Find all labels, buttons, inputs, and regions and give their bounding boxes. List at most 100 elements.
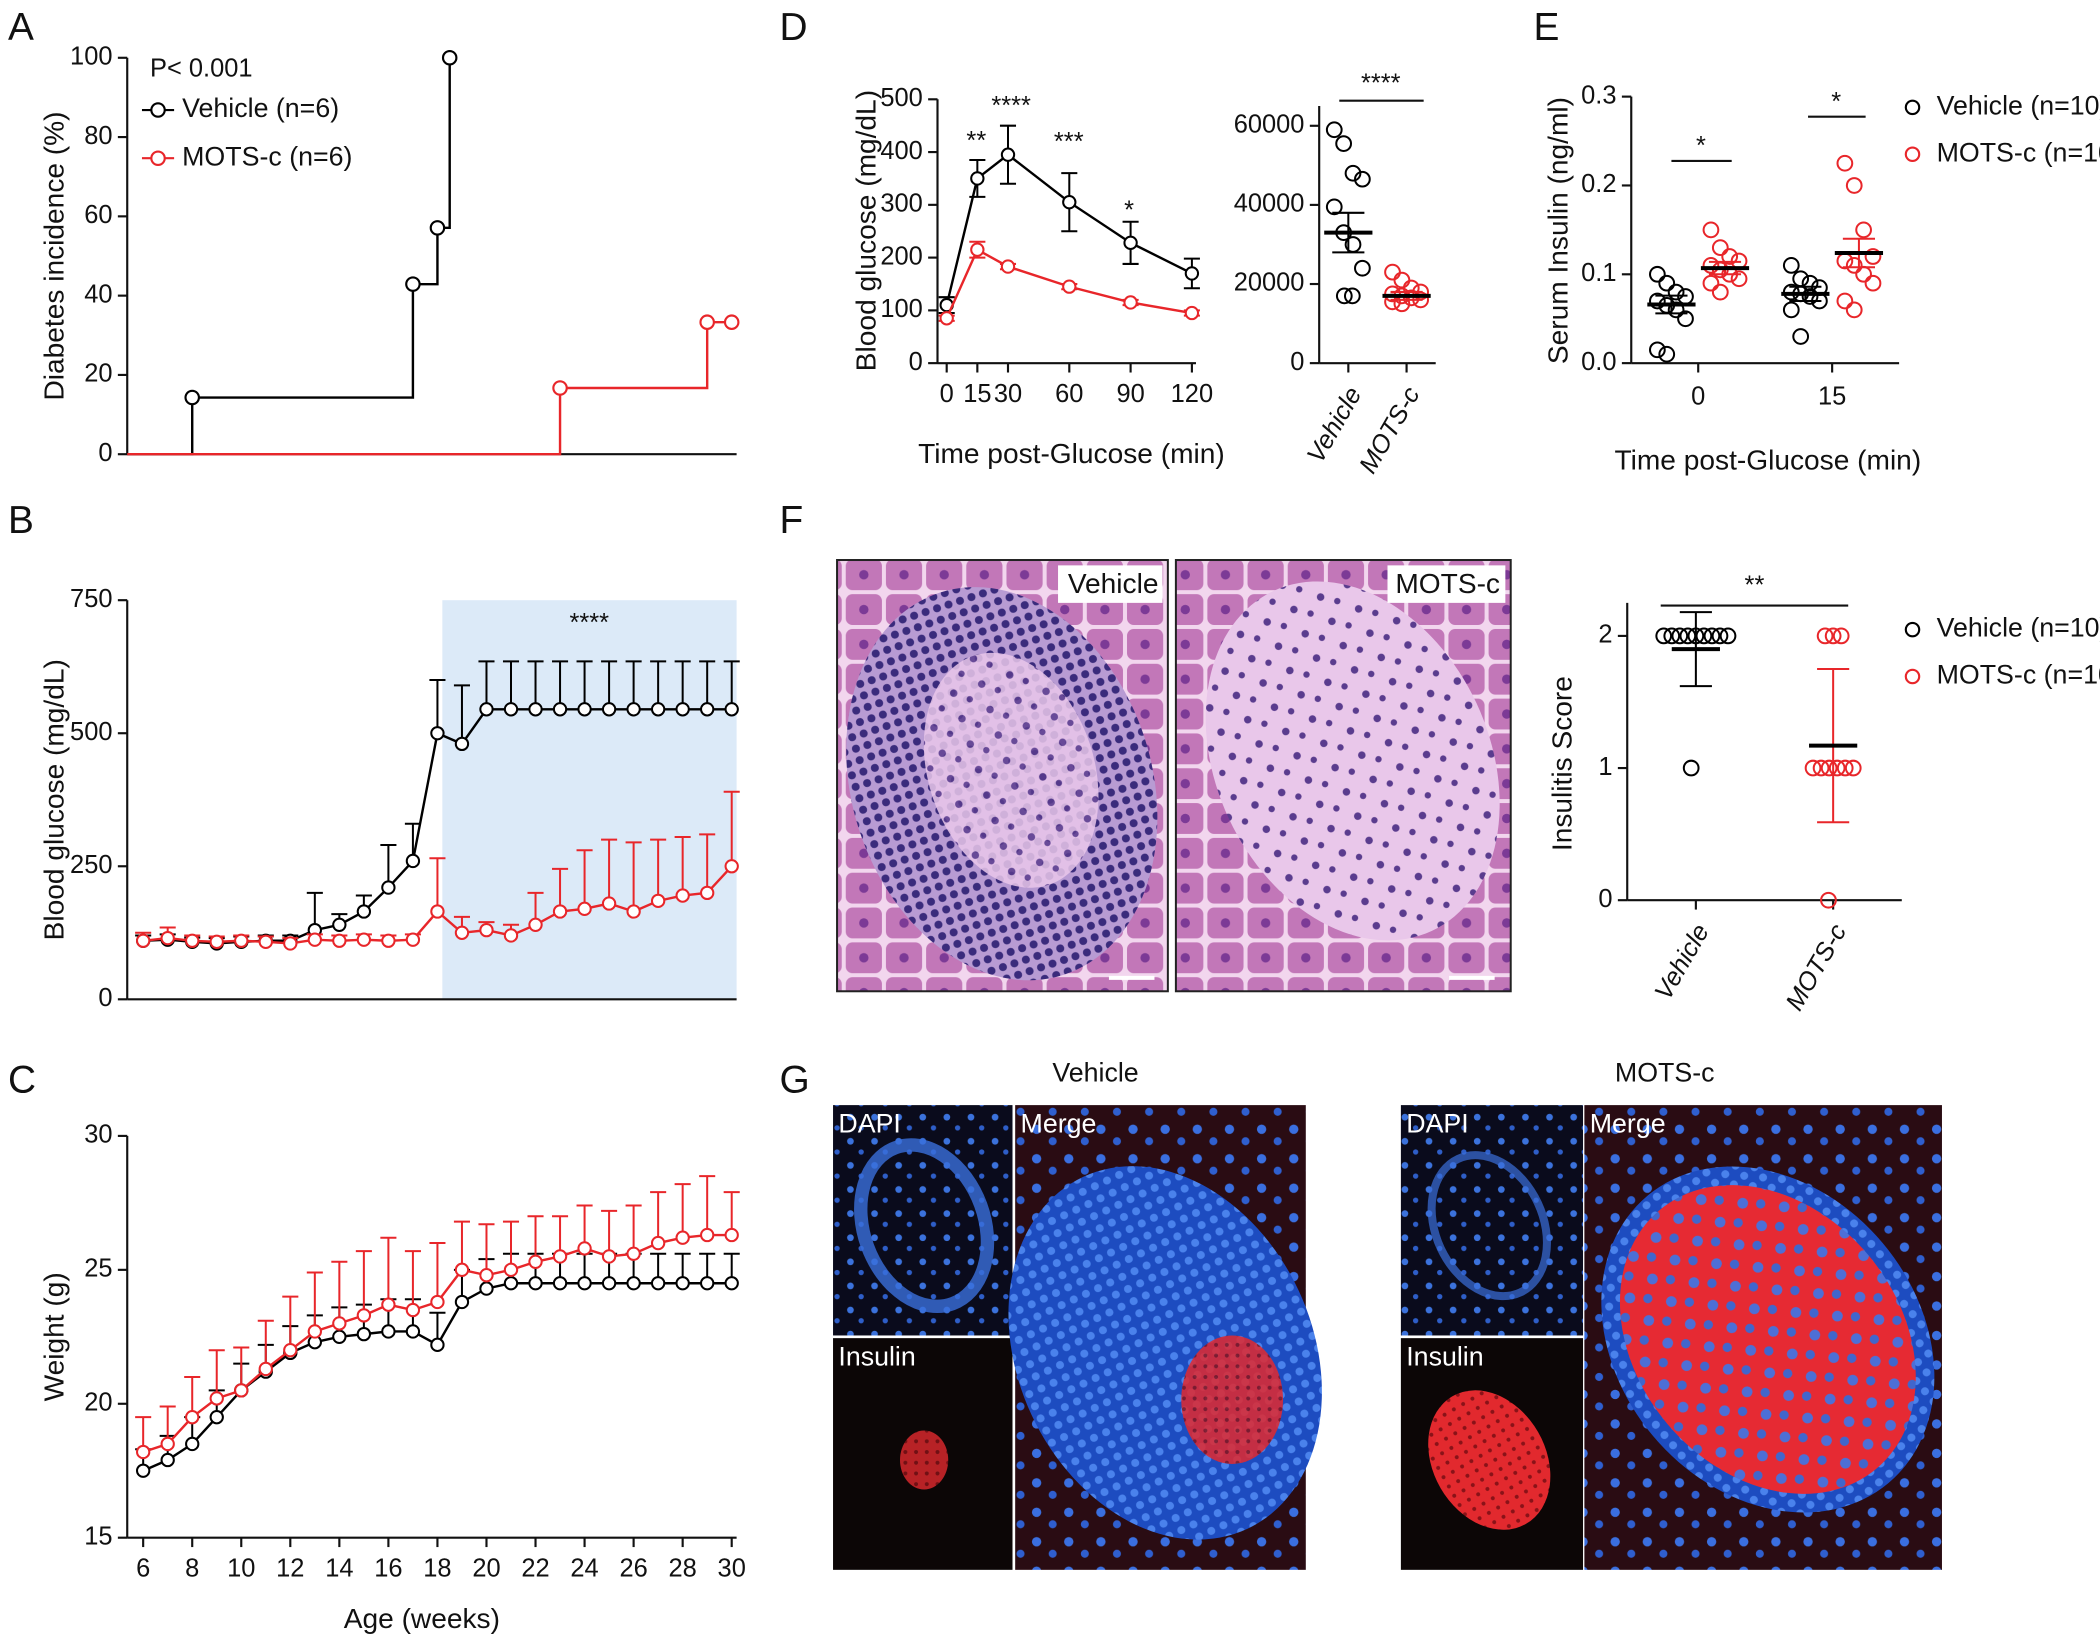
data-point	[430, 904, 445, 919]
data-point	[724, 859, 739, 874]
y-tick-label: 0.2	[1581, 170, 1616, 198]
panel-letter: E	[1533, 6, 1559, 49]
data-point	[160, 930, 175, 946]
y-axis-label: Weight (g)	[39, 1272, 70, 1401]
error-bar	[331, 1260, 348, 1324]
panel-letter: F	[779, 499, 803, 542]
x-tick-label: 8	[185, 1555, 199, 1583]
data-point	[1836, 252, 1854, 270]
y-tick-label: 20000	[1234, 269, 1305, 297]
data-point	[700, 1227, 715, 1243]
data-point	[430, 1337, 445, 1353]
error-bar	[282, 1295, 299, 1351]
data-point	[332, 1316, 347, 1331]
data-point	[675, 888, 690, 903]
data-point	[258, 934, 273, 949]
fluorescence-vehicle: DAPI Insulin Merge	[833, 1105, 1322, 1570]
data-point	[405, 1302, 421, 1318]
data-point	[675, 1276, 690, 1291]
legend-label: Vehicle (n=6)	[182, 93, 339, 123]
data-point	[1354, 170, 1371, 188]
chart-dot: 0 1 2 Vehicle MOTS-c Insulitis Score ** Vehicle…	[1547, 572, 2100, 1016]
image-label: DAPI	[1406, 1108, 1468, 1138]
image-label: MOTS-c	[1395, 568, 1500, 599]
x-tick-label: 26	[619, 1555, 647, 1583]
data-point	[1836, 292, 1854, 310]
x-tick-label: 0	[940, 380, 954, 408]
data-point	[1719, 627, 1737, 645]
error-bar	[650, 660, 667, 710]
data-point	[160, 1436, 175, 1452]
data-point	[1836, 154, 1854, 172]
x-axis-label: Time post-Glucose (min)	[1615, 445, 1922, 476]
islet-outline	[854, 1138, 995, 1314]
data-point	[356, 1326, 372, 1342]
data-point	[1711, 239, 1729, 257]
x-tick-label: 15	[963, 380, 991, 408]
data-point	[1343, 287, 1361, 305]
data-point	[1855, 265, 1872, 283]
islet-outline	[1427, 1151, 1551, 1301]
chart-line: 15 20 25 30 6 8 10 12 14 16 18 20 22 24 26 28 30 Weight (…	[39, 1121, 746, 1635]
y-tick-label: 0	[98, 984, 112, 1012]
histology-mots-c: MOTS-c	[1174, 559, 1512, 993]
error-bar	[478, 1223, 495, 1276]
data-point	[1703, 627, 1721, 645]
label-box	[1387, 565, 1506, 603]
image-label: DAPI	[838, 1108, 900, 1138]
data-point	[1702, 257, 1720, 274]
data-point	[356, 1308, 372, 1323]
data-point	[1792, 328, 1810, 345]
data-point	[1393, 271, 1411, 289]
y-tick-label: 0	[1598, 885, 1612, 913]
y-tick-label: 0	[909, 348, 923, 376]
data-point	[1335, 135, 1353, 152]
step-line	[127, 320, 732, 456]
data-point	[332, 1329, 347, 1344]
y-tick-label: 1	[1598, 753, 1612, 781]
x-tick-label: 90	[1116, 380, 1144, 408]
data-point	[939, 311, 954, 326]
error-bar	[674, 835, 691, 896]
data-point	[1864, 274, 1882, 292]
y-tick-label: 100	[880, 295, 922, 323]
data-point	[454, 1262, 470, 1278]
data-point	[528, 1276, 543, 1291]
error-bar	[380, 1236, 397, 1305]
x-tick-label: 30	[994, 380, 1022, 408]
y-tick-label: 500	[880, 84, 922, 112]
error-bar	[699, 833, 716, 893]
data-point	[1816, 627, 1834, 645]
error-bar	[650, 838, 667, 901]
data-point	[479, 1268, 494, 1283]
data-point	[626, 1246, 641, 1261]
y-axis-label: Blood glucose (mg/dL)	[850, 90, 881, 371]
group-title: Vehicle	[1052, 1057, 1138, 1087]
data-point	[723, 314, 740, 330]
data-point	[1062, 195, 1077, 210]
data-point	[1801, 288, 1819, 305]
data-point	[700, 1276, 715, 1291]
x-tick-label: 20	[472, 1555, 500, 1583]
x-axis-label: Time post-Glucose (min)	[918, 438, 1225, 469]
data-point	[381, 880, 396, 895]
data-point	[1702, 221, 1720, 239]
data-point	[405, 853, 421, 869]
image-label: Insulin	[1406, 1341, 1483, 1371]
image-label: Merge	[1021, 1108, 1097, 1138]
data-point	[209, 934, 224, 949]
data-point	[650, 1276, 666, 1291]
y-tick-label: 2	[1598, 621, 1612, 649]
data-point	[1812, 759, 1830, 777]
annotation: ****	[569, 609, 609, 637]
error-bar	[478, 660, 495, 710]
insulin-signal	[900, 1430, 949, 1490]
data-point	[454, 925, 470, 940]
islet	[923, 652, 1099, 888]
x-tick-label: 22	[521, 1555, 549, 1583]
data-point	[136, 1463, 151, 1478]
data-point	[1844, 759, 1862, 777]
data-point	[1845, 301, 1863, 319]
error-bar	[674, 1183, 691, 1238]
